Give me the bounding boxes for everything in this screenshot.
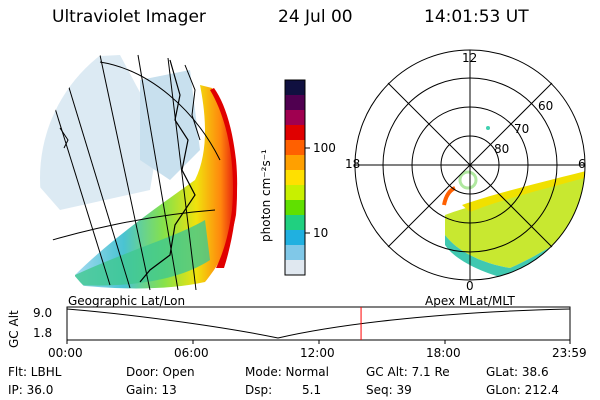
altitude-curve xyxy=(66,308,571,339)
xtick-0600: 06:00 xyxy=(174,346,209,360)
mlt-label-18: 18 xyxy=(345,157,361,171)
geo-caption: Geographic Lat/Lon xyxy=(68,294,186,308)
polar-caption: Apex MLat/MLT xyxy=(425,294,515,308)
colorbar-segment xyxy=(285,95,305,111)
date-label: 24 Jul 00 xyxy=(278,7,353,27)
colorbar-title: photon cm⁻²s⁻¹ xyxy=(259,149,273,242)
colorbar-segment xyxy=(285,200,305,216)
altitude-plot xyxy=(66,306,571,344)
instrument-title: Ultraviolet Imager xyxy=(52,7,206,27)
colorbar-label-10: 10 xyxy=(313,226,329,240)
colorbar-label-100: 100 xyxy=(313,141,336,155)
xtick-0000: 00:00 xyxy=(48,346,83,360)
altitude-ylabel: GC Alt xyxy=(7,310,21,348)
colorbar-segment xyxy=(285,245,305,261)
altitude-ticks xyxy=(66,340,571,344)
polar-aurora-inner xyxy=(462,170,585,212)
info-mode: Mode: Normal xyxy=(245,365,329,379)
info-seq: Seq: 39 xyxy=(366,383,412,397)
info-filter: Flt: LBHL xyxy=(8,365,62,379)
mlt-label-12: 12 xyxy=(462,51,478,65)
geo-aurora-core xyxy=(210,88,238,268)
polar-oval-red xyxy=(442,186,456,206)
colorbar-segment xyxy=(285,80,305,96)
mlat-label-60: 60 xyxy=(538,99,554,113)
mlat-label-80: 80 xyxy=(494,142,510,156)
colorbar-frame xyxy=(284,79,306,276)
info-gain: Gain: 13 xyxy=(126,383,177,397)
colorbar-segment xyxy=(285,155,305,171)
xtick-2359: 23:59 xyxy=(552,346,587,360)
colorbar-segment xyxy=(285,215,305,231)
info-glat: GLat: 38.6 xyxy=(486,365,549,379)
polar-pole-ring xyxy=(458,170,478,190)
geo-faint-emission xyxy=(40,55,160,210)
mlt-label-0: 0 xyxy=(466,279,474,293)
colorbar-segment xyxy=(285,125,305,141)
info-gcalt: GC Alt: 7.1 Re xyxy=(366,365,450,379)
colorbar-segment xyxy=(285,110,305,126)
colorbar-segment xyxy=(285,230,305,246)
colorbar-segment xyxy=(285,185,305,201)
coastline-2 xyxy=(184,64,201,141)
info-dsp-value: 5.1 xyxy=(302,383,322,397)
polar-aurora-region xyxy=(445,172,585,268)
altitude-ymin: 1.8 xyxy=(33,326,53,340)
polar-spot xyxy=(486,126,490,130)
polar-aurora-edge xyxy=(445,215,585,280)
geo-faint-emission-2 xyxy=(140,70,200,180)
coastline xyxy=(139,59,196,283)
xtick-1800: 18:00 xyxy=(426,346,461,360)
polar-plot xyxy=(354,49,586,281)
mlat-label-70: 70 xyxy=(514,122,530,136)
xtick-1200: 12:00 xyxy=(300,346,335,360)
time-label: 14:01:53 UT xyxy=(424,7,529,27)
info-glon: GLon: 212.4 xyxy=(486,383,559,397)
mlt-label-6: 6 xyxy=(578,157,586,171)
info-door: Door: Open xyxy=(126,365,195,379)
info-ip: IP: 36.0 xyxy=(8,383,54,397)
colorbar-segment xyxy=(285,170,305,186)
colorbar xyxy=(285,80,305,276)
coastline-3 xyxy=(59,127,69,149)
altitude-ymax: 9.0 xyxy=(33,306,53,320)
info-dsp-label: Dsp: xyxy=(245,383,273,397)
colorbar-segment xyxy=(285,260,305,276)
colorbar-segment xyxy=(285,140,305,156)
